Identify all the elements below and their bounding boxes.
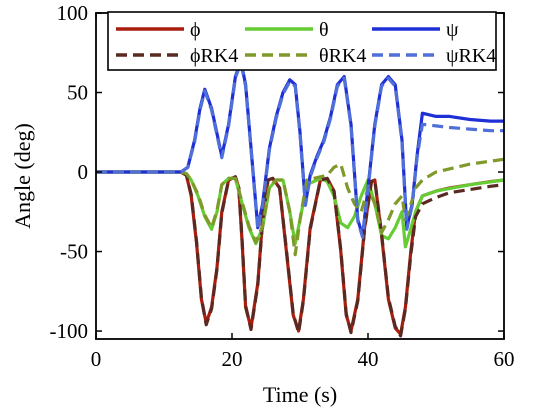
legend-label-2: θ: [319, 19, 329, 41]
x-tick-label: 20: [222, 347, 243, 371]
series-line-3: [96, 59, 504, 238]
legend-label-1: ϕ: [190, 19, 201, 41]
legend-box: [107, 11, 497, 71]
y-tick-label: 100: [57, 1, 89, 25]
plot-lines: [96, 59, 504, 338]
y-axis-label: Angle (deg): [10, 123, 35, 229]
y-tick-label: 50: [67, 81, 88, 105]
series-line-5: [96, 157, 504, 257]
series-line-6: [96, 60, 504, 239]
legend-label-4: ϕRK4: [190, 45, 238, 67]
axis-ticks: [95, 12, 505, 339]
legend-label-5: θRK4: [319, 45, 366, 67]
x-tick-label: 0: [91, 347, 102, 371]
series-line-2: [96, 170, 504, 249]
y-tick-label: 0: [78, 160, 89, 184]
x-axis-label: Time (s): [263, 382, 337, 407]
series-line-4: [96, 170, 504, 338]
y-tick-label: -50: [60, 240, 88, 264]
legend-label-6: ψRK4: [446, 45, 496, 67]
legend: ϕ θ ψ ϕRK4 θRK4 ψRK4: [107, 11, 497, 71]
x-tick-label: 60: [494, 347, 515, 371]
y-tick-label: -100: [50, 319, 89, 343]
x-tick-label: 40: [358, 347, 379, 371]
legend-label-3: ψ: [446, 19, 459, 41]
tick-labels: 0 20 40 60 -100 -50 0 50 100: [50, 1, 515, 371]
